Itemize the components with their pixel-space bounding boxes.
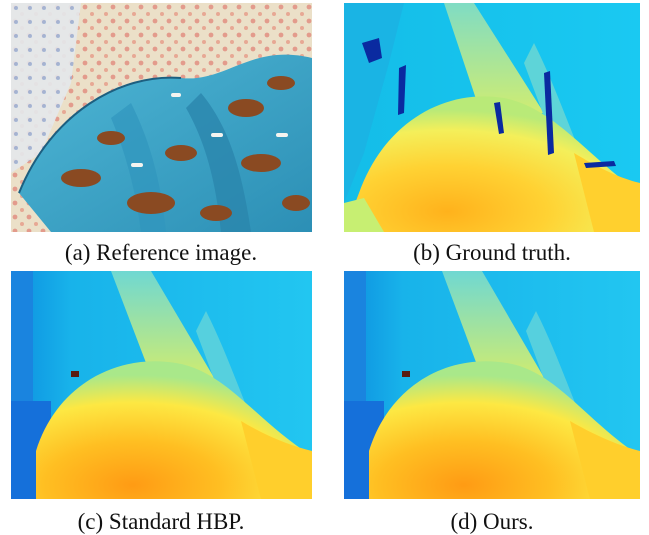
caption-standard-hbp: (c) Standard HBP. <box>77 509 245 534</box>
caption-ours: (d) Ours. <box>450 509 534 534</box>
ground-truth-depth-map <box>344 3 640 232</box>
standard-hbp-depth-map <box>11 271 312 499</box>
ours-depth-map <box>344 271 640 499</box>
caption-ground-truth: (b) Ground truth. <box>413 240 571 265</box>
reference-image <box>11 3 312 232</box>
caption-reference-image: (a) Reference image. <box>64 240 258 265</box>
